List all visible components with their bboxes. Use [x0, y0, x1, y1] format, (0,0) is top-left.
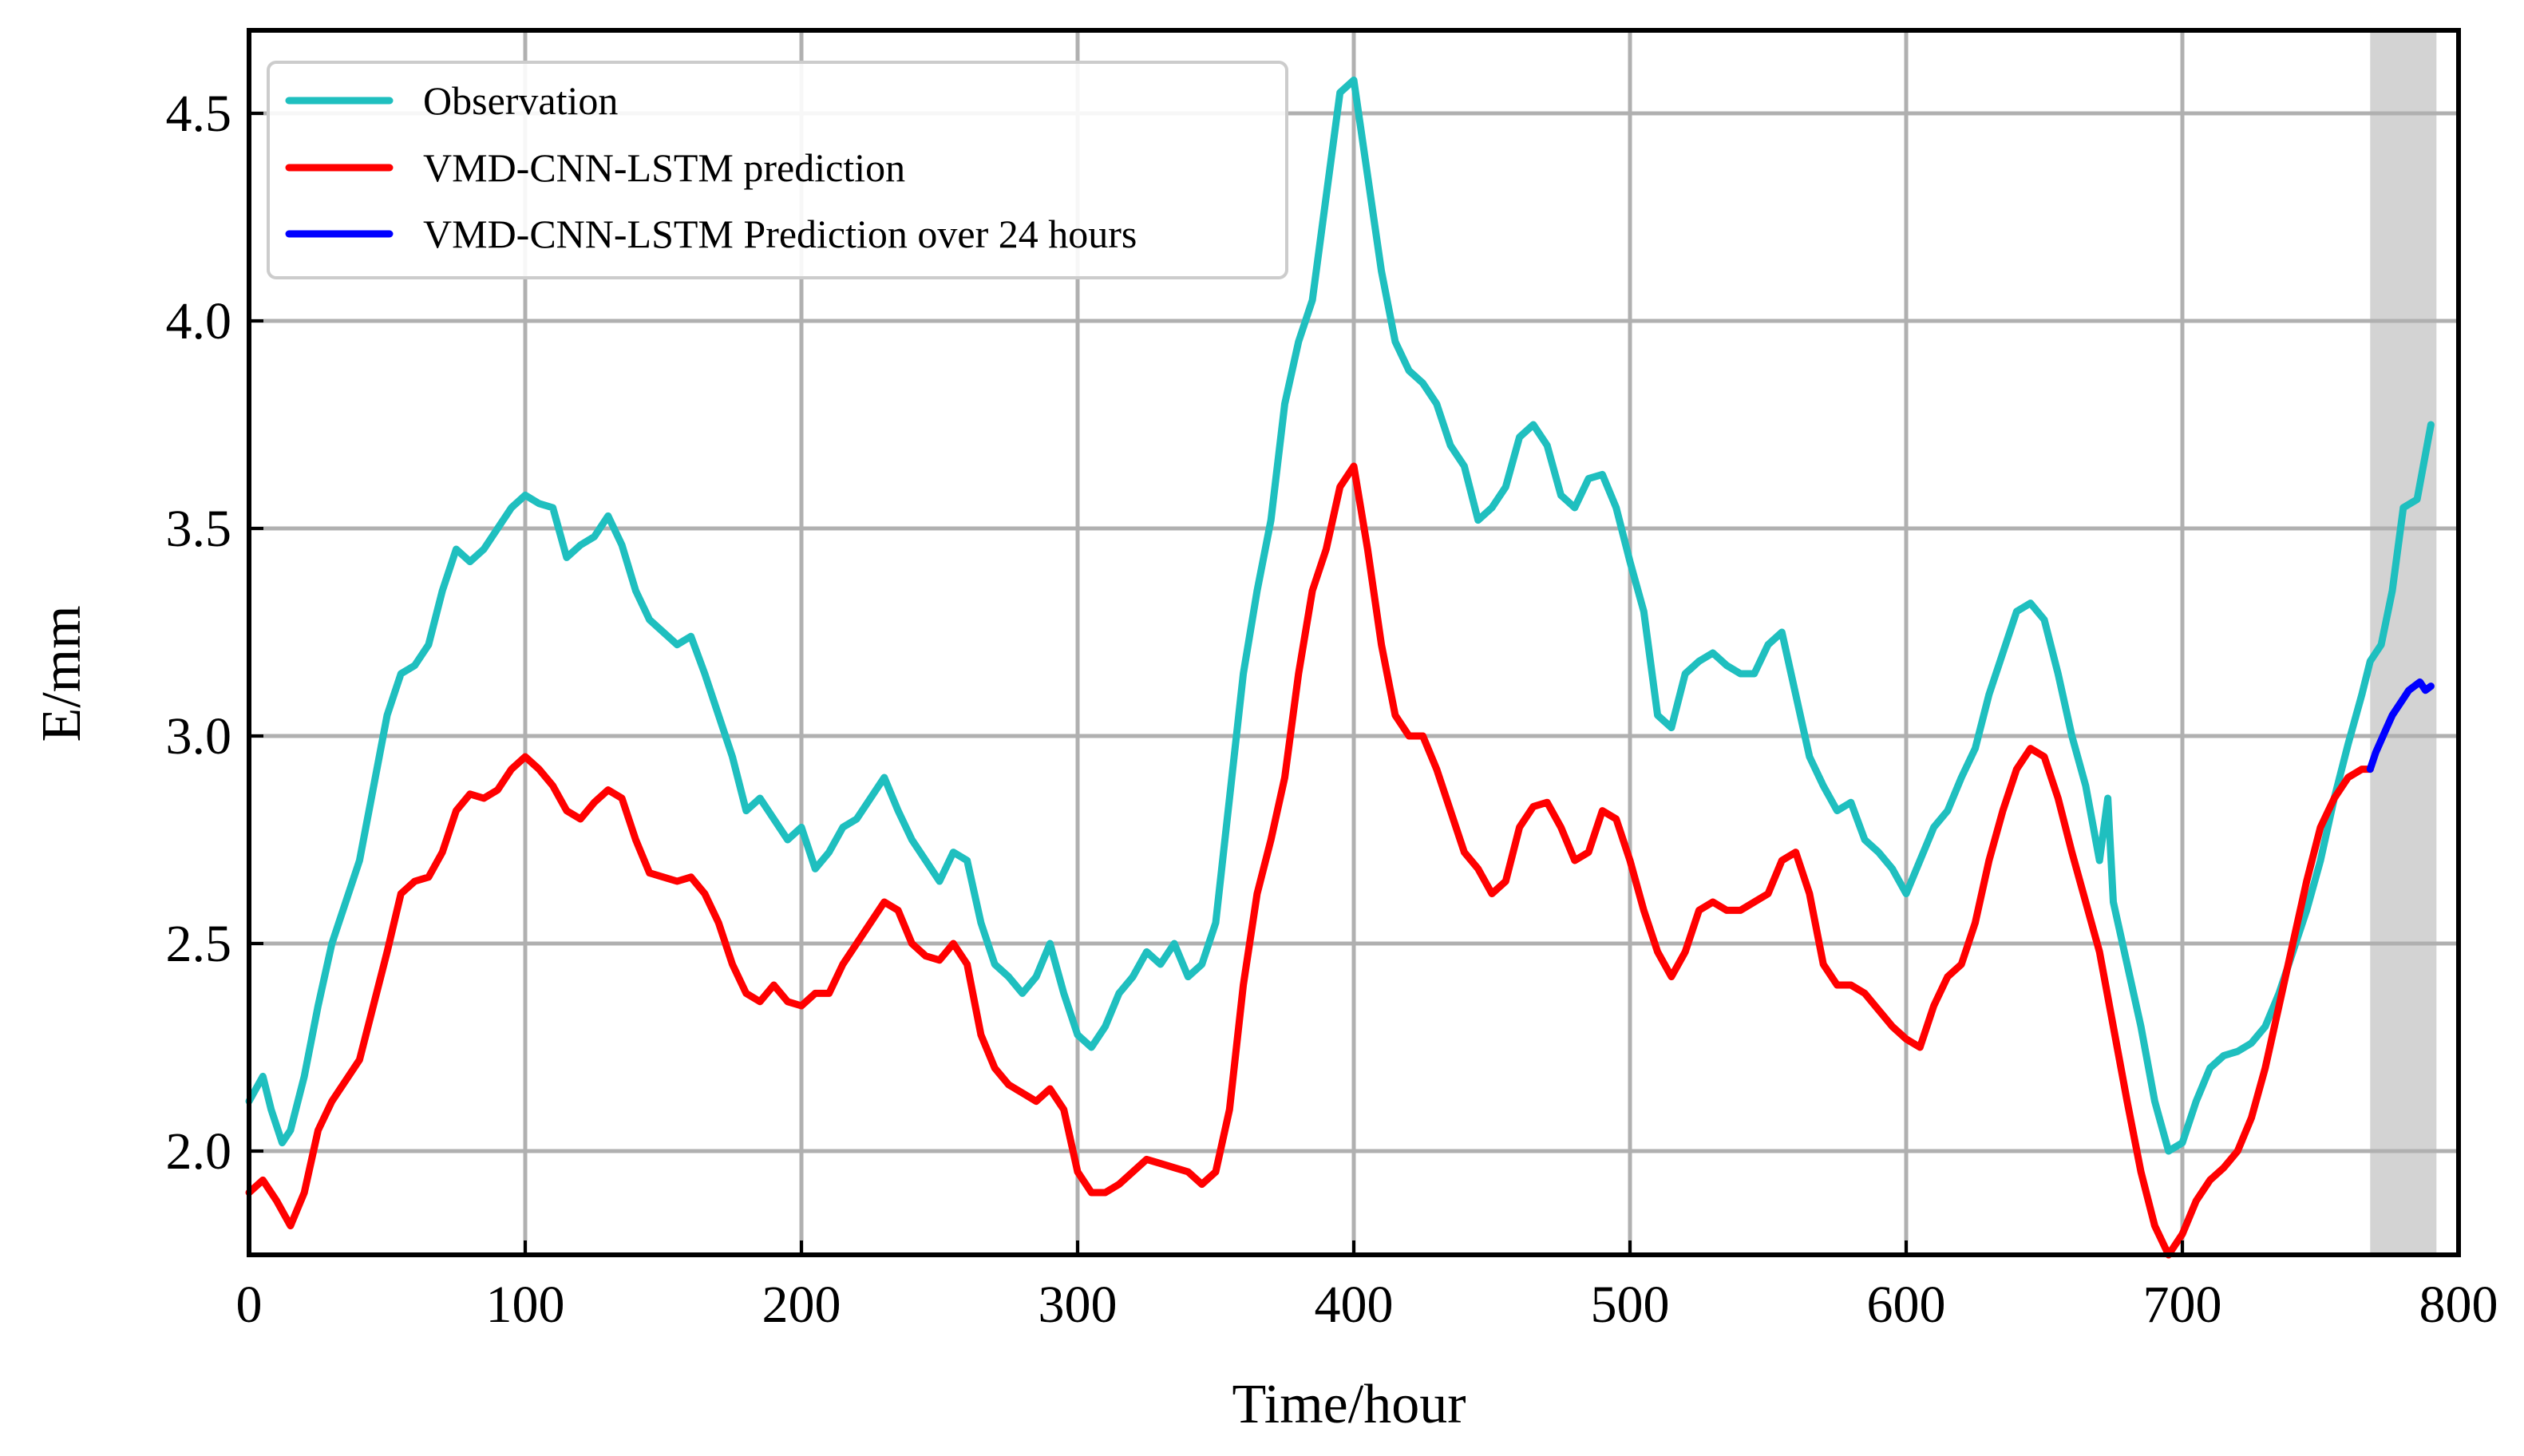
legend-label-prediction-24h: VMD-CNN-LSTM Prediction over 24 hours: [423, 212, 1137, 256]
y-tick-label: 3.5: [166, 500, 232, 558]
legend-label-observation: Observation: [423, 78, 618, 123]
prediction-24h-line: [2366, 678, 2435, 774]
x-tick-label: 0: [236, 1276, 263, 1334]
x-tick-label: 200: [762, 1276, 841, 1334]
y-axis-ticks: 2.0 2.5 3.0 3.5 4.0 4.5: [166, 85, 263, 1181]
x-tick-label: 300: [1038, 1276, 1118, 1334]
y-tick-label: 2.0: [166, 1122, 232, 1181]
x-axis-ticks: 0 100 200 300 400 500 600 700 800: [236, 1240, 2498, 1334]
legend-box: [267, 61, 1288, 279]
data-series: [245, 76, 2435, 1259]
legend: Observation VMD-CNN-LSTM prediction VMD-…: [267, 61, 1288, 279]
x-tick-label: 400: [1315, 1276, 1394, 1334]
x-axis-label: Time/hour: [1232, 1374, 1466, 1435]
x-tick-label: 100: [486, 1276, 565, 1334]
x-tick-label: 500: [1591, 1276, 1670, 1334]
prediction-line: [245, 462, 2374, 1259]
x-tick-label: 600: [1867, 1276, 1946, 1334]
observation-line: [245, 76, 2435, 1155]
x-tick-label: 700: [2143, 1276, 2222, 1334]
y-tick-label: 3.0: [166, 707, 232, 766]
y-tick-label: 2.5: [166, 915, 232, 973]
y-tick-label: 4.5: [166, 85, 232, 143]
x-tick-label: 800: [2419, 1276, 2498, 1334]
y-tick-label: 4.0: [166, 292, 232, 350]
legend-label-prediction: VMD-CNN-LSTM prediction: [423, 145, 905, 190]
y-axis-label: E/mm: [31, 605, 93, 742]
